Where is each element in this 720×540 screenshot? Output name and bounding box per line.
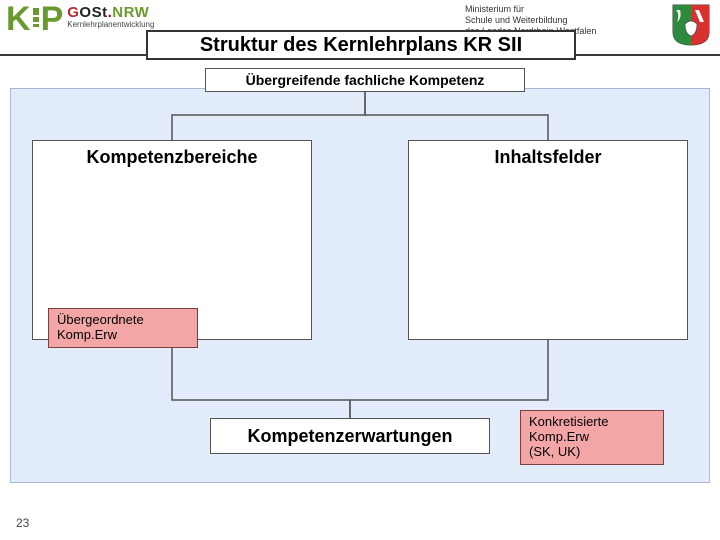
logo-letter-p: P bbox=[41, 2, 64, 36]
annotation-concrete-expectations: Konkretisierte Komp.Erw(SK, UK) bbox=[520, 410, 664, 465]
nrw-coat-of-arms-icon bbox=[672, 4, 710, 46]
annotation-overarching-expectations: Übergeordnete Komp.Erw bbox=[48, 308, 198, 348]
node-competence-expectations: Kompetenzerwartungen bbox=[210, 418, 490, 454]
logo-gost-nrw: GOSt.NRW bbox=[67, 4, 154, 21]
logo-letter-k: K bbox=[6, 2, 31, 36]
ministry-line1: Ministerium für bbox=[465, 4, 596, 15]
logo-klp: K P GOSt.NRW Kernlehrplanentwicklung bbox=[6, 2, 154, 36]
slide-title: Struktur des Kernlehrplans KR SII bbox=[146, 30, 576, 60]
logo-subtitle: Kernlehrplanentwicklung bbox=[67, 20, 154, 29]
logo-text-block: GOSt.NRW Kernlehrplanentwicklung bbox=[67, 4, 154, 29]
node-content-fields: Inhaltsfelder bbox=[408, 140, 688, 340]
slide: K P GOSt.NRW Kernlehrplanentwicklung Min… bbox=[0, 0, 720, 540]
ministry-line2: Schule und Weiterbildung bbox=[465, 15, 596, 26]
node-overarching-competence: Übergreifende fachliche Kompetenz bbox=[205, 68, 525, 92]
page-number: 23 bbox=[16, 516, 29, 530]
logo-bars-icon bbox=[33, 8, 39, 27]
